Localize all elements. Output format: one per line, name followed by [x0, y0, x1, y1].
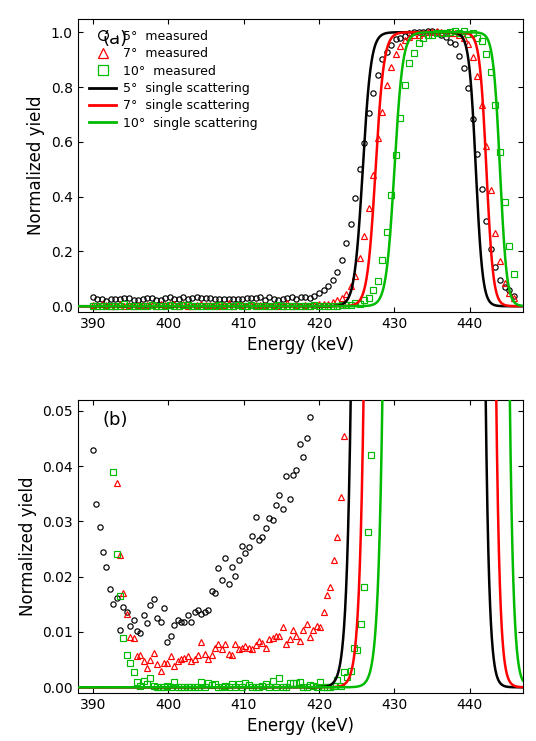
Legend: 5°  measured, 7°  measured, 10°  measured, 5°  single scattering, 7°  single sca: 5° measured, 7° measured, 10° measured, … [84, 24, 262, 135]
X-axis label: Energy (keV): Energy (keV) [247, 336, 354, 354]
Text: (a): (a) [102, 30, 128, 48]
Y-axis label: Normalized yield: Normalized yield [19, 476, 36, 616]
X-axis label: Energy (keV): Energy (keV) [247, 717, 354, 735]
Text: (b): (b) [102, 411, 128, 429]
Y-axis label: Normalized yield: Normalized yield [27, 96, 46, 235]
